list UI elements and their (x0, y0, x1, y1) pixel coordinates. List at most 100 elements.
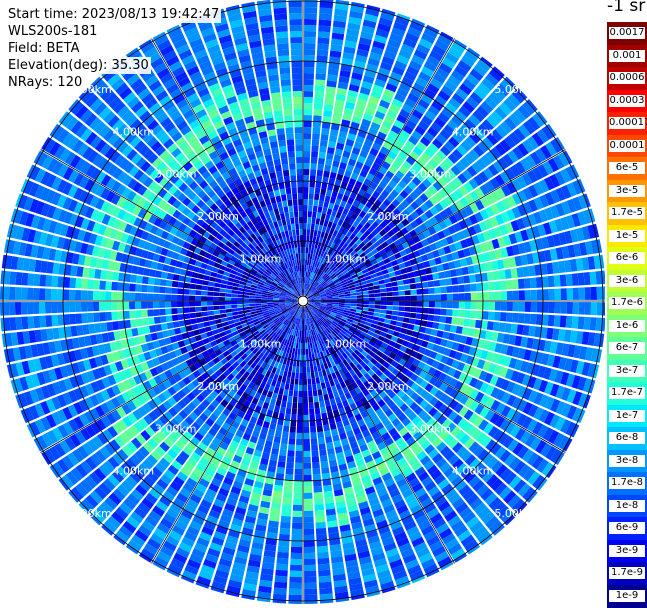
range-gate-cell (207, 291, 214, 296)
range-gate-cell (324, 252, 330, 260)
range-gate-cell (310, 432, 317, 439)
range-gate-cell (303, 121, 312, 128)
range-gate-cell (331, 117, 341, 125)
range-gate-cell (344, 298, 351, 301)
range-gate-cell (290, 558, 302, 565)
range-gate-cell (289, 359, 294, 367)
range-gate-cell (291, 534, 303, 541)
range-gate-cell (303, 414, 309, 421)
range-gate-cell (370, 90, 382, 100)
range-gate-cell (332, 276, 339, 282)
range-gate-cell (326, 80, 337, 88)
range-gate-cell (467, 47, 481, 58)
range-gate-cell (480, 56, 493, 68)
range-gate-cell (344, 274, 352, 280)
range-gate-cell (307, 384, 313, 391)
range-gate-cell (476, 310, 483, 320)
range-gate-cell (328, 392, 335, 400)
range-gate-cell (343, 252, 350, 259)
range-gate-cell (326, 441, 334, 450)
range-gate-cell (469, 214, 479, 225)
range-gate-cell (45, 288, 52, 300)
range-gate-cell (373, 34, 388, 44)
range-gate-cell (438, 62, 453, 74)
range-gate-cell (352, 220, 360, 228)
range-gate-cell (532, 113, 545, 128)
range-gate-cell (303, 265, 305, 272)
range-gate-cell (304, 277, 306, 284)
range-gate-cell (303, 211, 308, 218)
range-gate-cell (565, 315, 573, 329)
range-gate-cell (379, 99, 391, 109)
range-gate-cell (409, 166, 419, 176)
range-gate-cell (434, 294, 441, 301)
range-gate-cell (207, 296, 214, 301)
range-gate-cell (338, 303, 345, 306)
range-gate-cell (81, 290, 88, 301)
range-gate-cell (524, 154, 537, 169)
range-gate-cell (296, 360, 300, 367)
range-gate-cell (314, 193, 320, 201)
range-gate-cell (348, 218, 355, 226)
range-gate-cell (352, 235, 359, 243)
range-gate-cell (349, 259, 357, 266)
range-gate-cell (324, 275, 330, 281)
range-gate-cell (427, 105, 440, 117)
range-gate-cell (428, 158, 439, 169)
range-gate-cell (314, 85, 325, 93)
range-gate-cell (335, 245, 342, 253)
range-gate-cell (450, 115, 463, 127)
range-gate-cell (327, 279, 334, 285)
range-gate-cell (571, 273, 579, 286)
range-gate-cell (321, 273, 327, 279)
range-gate-cell (123, 301, 130, 310)
range-gate-cell (323, 104, 334, 112)
range-gate-cell (469, 68, 484, 82)
range-gate-cell (295, 456, 303, 463)
range-gate-cell (572, 287, 579, 300)
range-gate-cell (304, 594, 318, 601)
range-gate-cell (416, 307, 423, 314)
range-gate-cell (303, 516, 314, 523)
range-gate-cell (313, 103, 323, 110)
range-gate-cell (578, 302, 585, 315)
range-gate-cell (321, 182, 328, 190)
range-gate-cell (315, 515, 326, 523)
range-gate-cell (261, 298, 268, 301)
range-gate-cell (325, 405, 333, 413)
range-gate-cell (303, 468, 312, 475)
range-gate-cell (308, 396, 314, 403)
range-gate-cell (344, 202, 352, 210)
range-gate-cell (479, 184, 490, 196)
range-gate-cell (349, 191, 358, 200)
range-gate-cell (261, 296, 268, 299)
range-gate-cell (524, 289, 531, 301)
range-gate-cell (374, 297, 381, 301)
range-gate-cell (351, 212, 359, 221)
range-gate-cell (443, 124, 455, 136)
range-gate-cell (447, 119, 459, 131)
range-gate-cell (279, 527, 291, 535)
range-gate-cell (303, 522, 315, 529)
range-gate-cell (396, 135, 407, 145)
range-gate-cell (189, 295, 196, 301)
range-gate-cell (456, 127, 468, 140)
range-gate-cell (512, 290, 519, 301)
range-gate-cell (415, 76, 429, 88)
range-gate-cell (524, 301, 531, 313)
range-gate-cell (130, 274, 137, 283)
range-gate-cell (411, 130, 423, 141)
range-gate-cell (311, 217, 316, 224)
range-gate-cell (172, 274, 180, 281)
range-gate-cell (529, 313, 537, 325)
range-gate-cell (510, 323, 518, 334)
range-gate-cell (328, 62, 340, 70)
range-gate-cell (332, 297, 339, 300)
range-gate-cell (437, 112, 450, 124)
range-gate-cell (283, 389, 289, 396)
range-gate-cell (316, 268, 321, 275)
range-gate-cell (368, 244, 376, 252)
range-gate-cell (519, 158, 532, 172)
range-gate-cell (386, 305, 393, 311)
range-gate-cell (322, 283, 329, 288)
